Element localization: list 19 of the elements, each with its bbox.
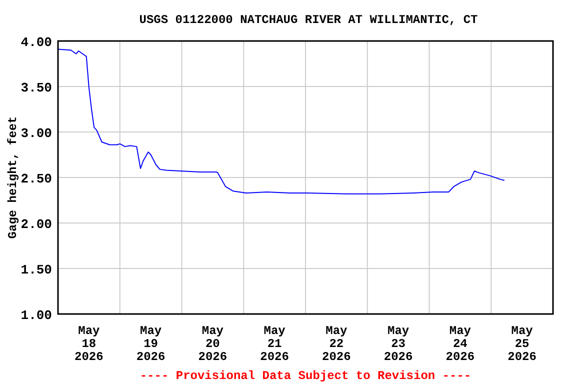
y-tick-label: 4.00 <box>20 35 52 50</box>
text: ---- Provisional Data Subject to Revision ---- <box>140 369 472 383</box>
x-tick-label: May 19 2026 <box>136 324 166 364</box>
x-tick-label: May 22 2026 <box>322 324 351 364</box>
line-series <box>58 48 505 194</box>
x-tick-label: May 25 2026 <box>508 324 536 364</box>
y-tick-label: 1.00 <box>20 308 52 323</box>
y-tick-label: 3.00 <box>20 126 52 141</box>
y-axis-title: Gage height, feet <box>6 116 20 239</box>
y-tick-label: 2.00 <box>20 217 52 232</box>
y-tick-label: 1.50 <box>20 262 52 278</box>
x-tick-label: May 23 2026 <box>384 324 413 364</box>
chart-title: USGS 01122000 NATCHAUG RIVER AT WILLIMANTIC, CT <box>139 13 478 27</box>
y-tick-label: 3.50 <box>20 80 52 96</box>
x-tick-label: May 21 2026 <box>260 324 289 364</box>
y-tick-label: 2.50 <box>20 172 52 186</box>
x-tick-label: May 20 2026 <box>198 324 228 364</box>
x-tick-label: May 18 2026 <box>74 324 104 364</box>
x-tick-label: May 24 2026 <box>446 324 475 364</box>
